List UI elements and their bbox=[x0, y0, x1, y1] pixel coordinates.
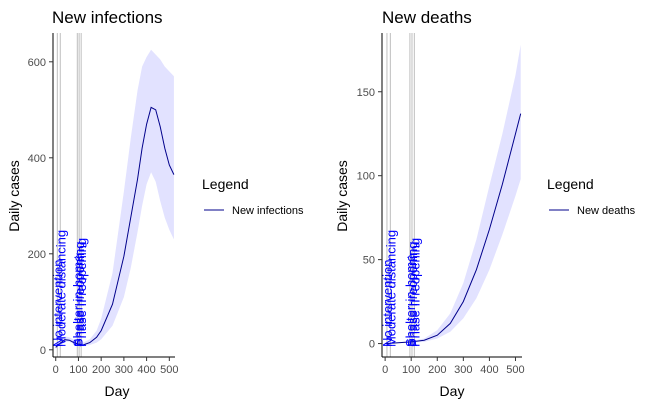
series-line bbox=[55, 106, 175, 348]
x-tick-label: 0 bbox=[382, 364, 388, 376]
x-tick-label: 200 bbox=[92, 364, 110, 376]
chart-title: New deaths bbox=[382, 8, 472, 27]
confidence-band bbox=[385, 44, 521, 344]
intervention-label: Moderate distancing bbox=[383, 230, 398, 347]
y-tick-label: 200 bbox=[28, 249, 46, 261]
series-line bbox=[385, 113, 522, 345]
chart-title: New infections bbox=[52, 8, 163, 27]
x-tick-label: 500 bbox=[506, 364, 524, 376]
x-axis-label: Day bbox=[440, 383, 465, 399]
intervention-label: Phase II reopening bbox=[407, 238, 422, 347]
intervention-label: Moderate distancing bbox=[53, 230, 68, 347]
y-tick-label: 400 bbox=[28, 153, 46, 165]
x-tick-label: 400 bbox=[137, 364, 155, 376]
y-tick-label: 50 bbox=[363, 255, 375, 267]
y-axis-label: Daily cases bbox=[334, 160, 350, 232]
intervention-label: Phase II reopening bbox=[74, 238, 89, 347]
legend-label: New infections bbox=[232, 205, 304, 217]
legend-title: Legend bbox=[202, 176, 249, 192]
x-tick-label: 500 bbox=[160, 364, 178, 376]
x-tick-label: 300 bbox=[454, 364, 472, 376]
y-tick-label: 600 bbox=[28, 57, 46, 69]
legend-label: New deaths bbox=[577, 205, 636, 217]
panel-new-deaths: New deaths Day Daily cases Legend New de… bbox=[334, 8, 636, 399]
intervention-label: Shelter-in-home bbox=[70, 255, 85, 348]
intervention-label: No intervention bbox=[380, 260, 395, 347]
intervention-label: Phase I reopening bbox=[405, 241, 420, 347]
y-tick-label: 150 bbox=[357, 87, 375, 99]
x-tick-label: 300 bbox=[115, 364, 133, 376]
x-tick-label: 0 bbox=[53, 364, 59, 376]
legend-title: Legend bbox=[547, 176, 594, 192]
x-axis-label: Day bbox=[105, 383, 130, 399]
panel-new-infections: New infections Day Daily cases Legend Ne… bbox=[6, 8, 304, 399]
confidence-band bbox=[55, 49, 174, 349]
y-axis-label: Daily cases bbox=[6, 160, 22, 232]
x-tick-label: 100 bbox=[402, 364, 420, 376]
y-tick-label: 100 bbox=[357, 171, 375, 183]
x-tick-label: 100 bbox=[69, 364, 87, 376]
y-tick-label: 0 bbox=[40, 345, 46, 357]
intervention-label: Phase I reopening bbox=[72, 241, 87, 347]
x-tick-label: 400 bbox=[480, 364, 498, 376]
y-tick-label: 0 bbox=[369, 339, 375, 351]
intervention-label: No intervention bbox=[50, 260, 65, 347]
intervention-label: Shelter-in-home bbox=[403, 255, 418, 348]
x-tick-label: 200 bbox=[428, 364, 446, 376]
